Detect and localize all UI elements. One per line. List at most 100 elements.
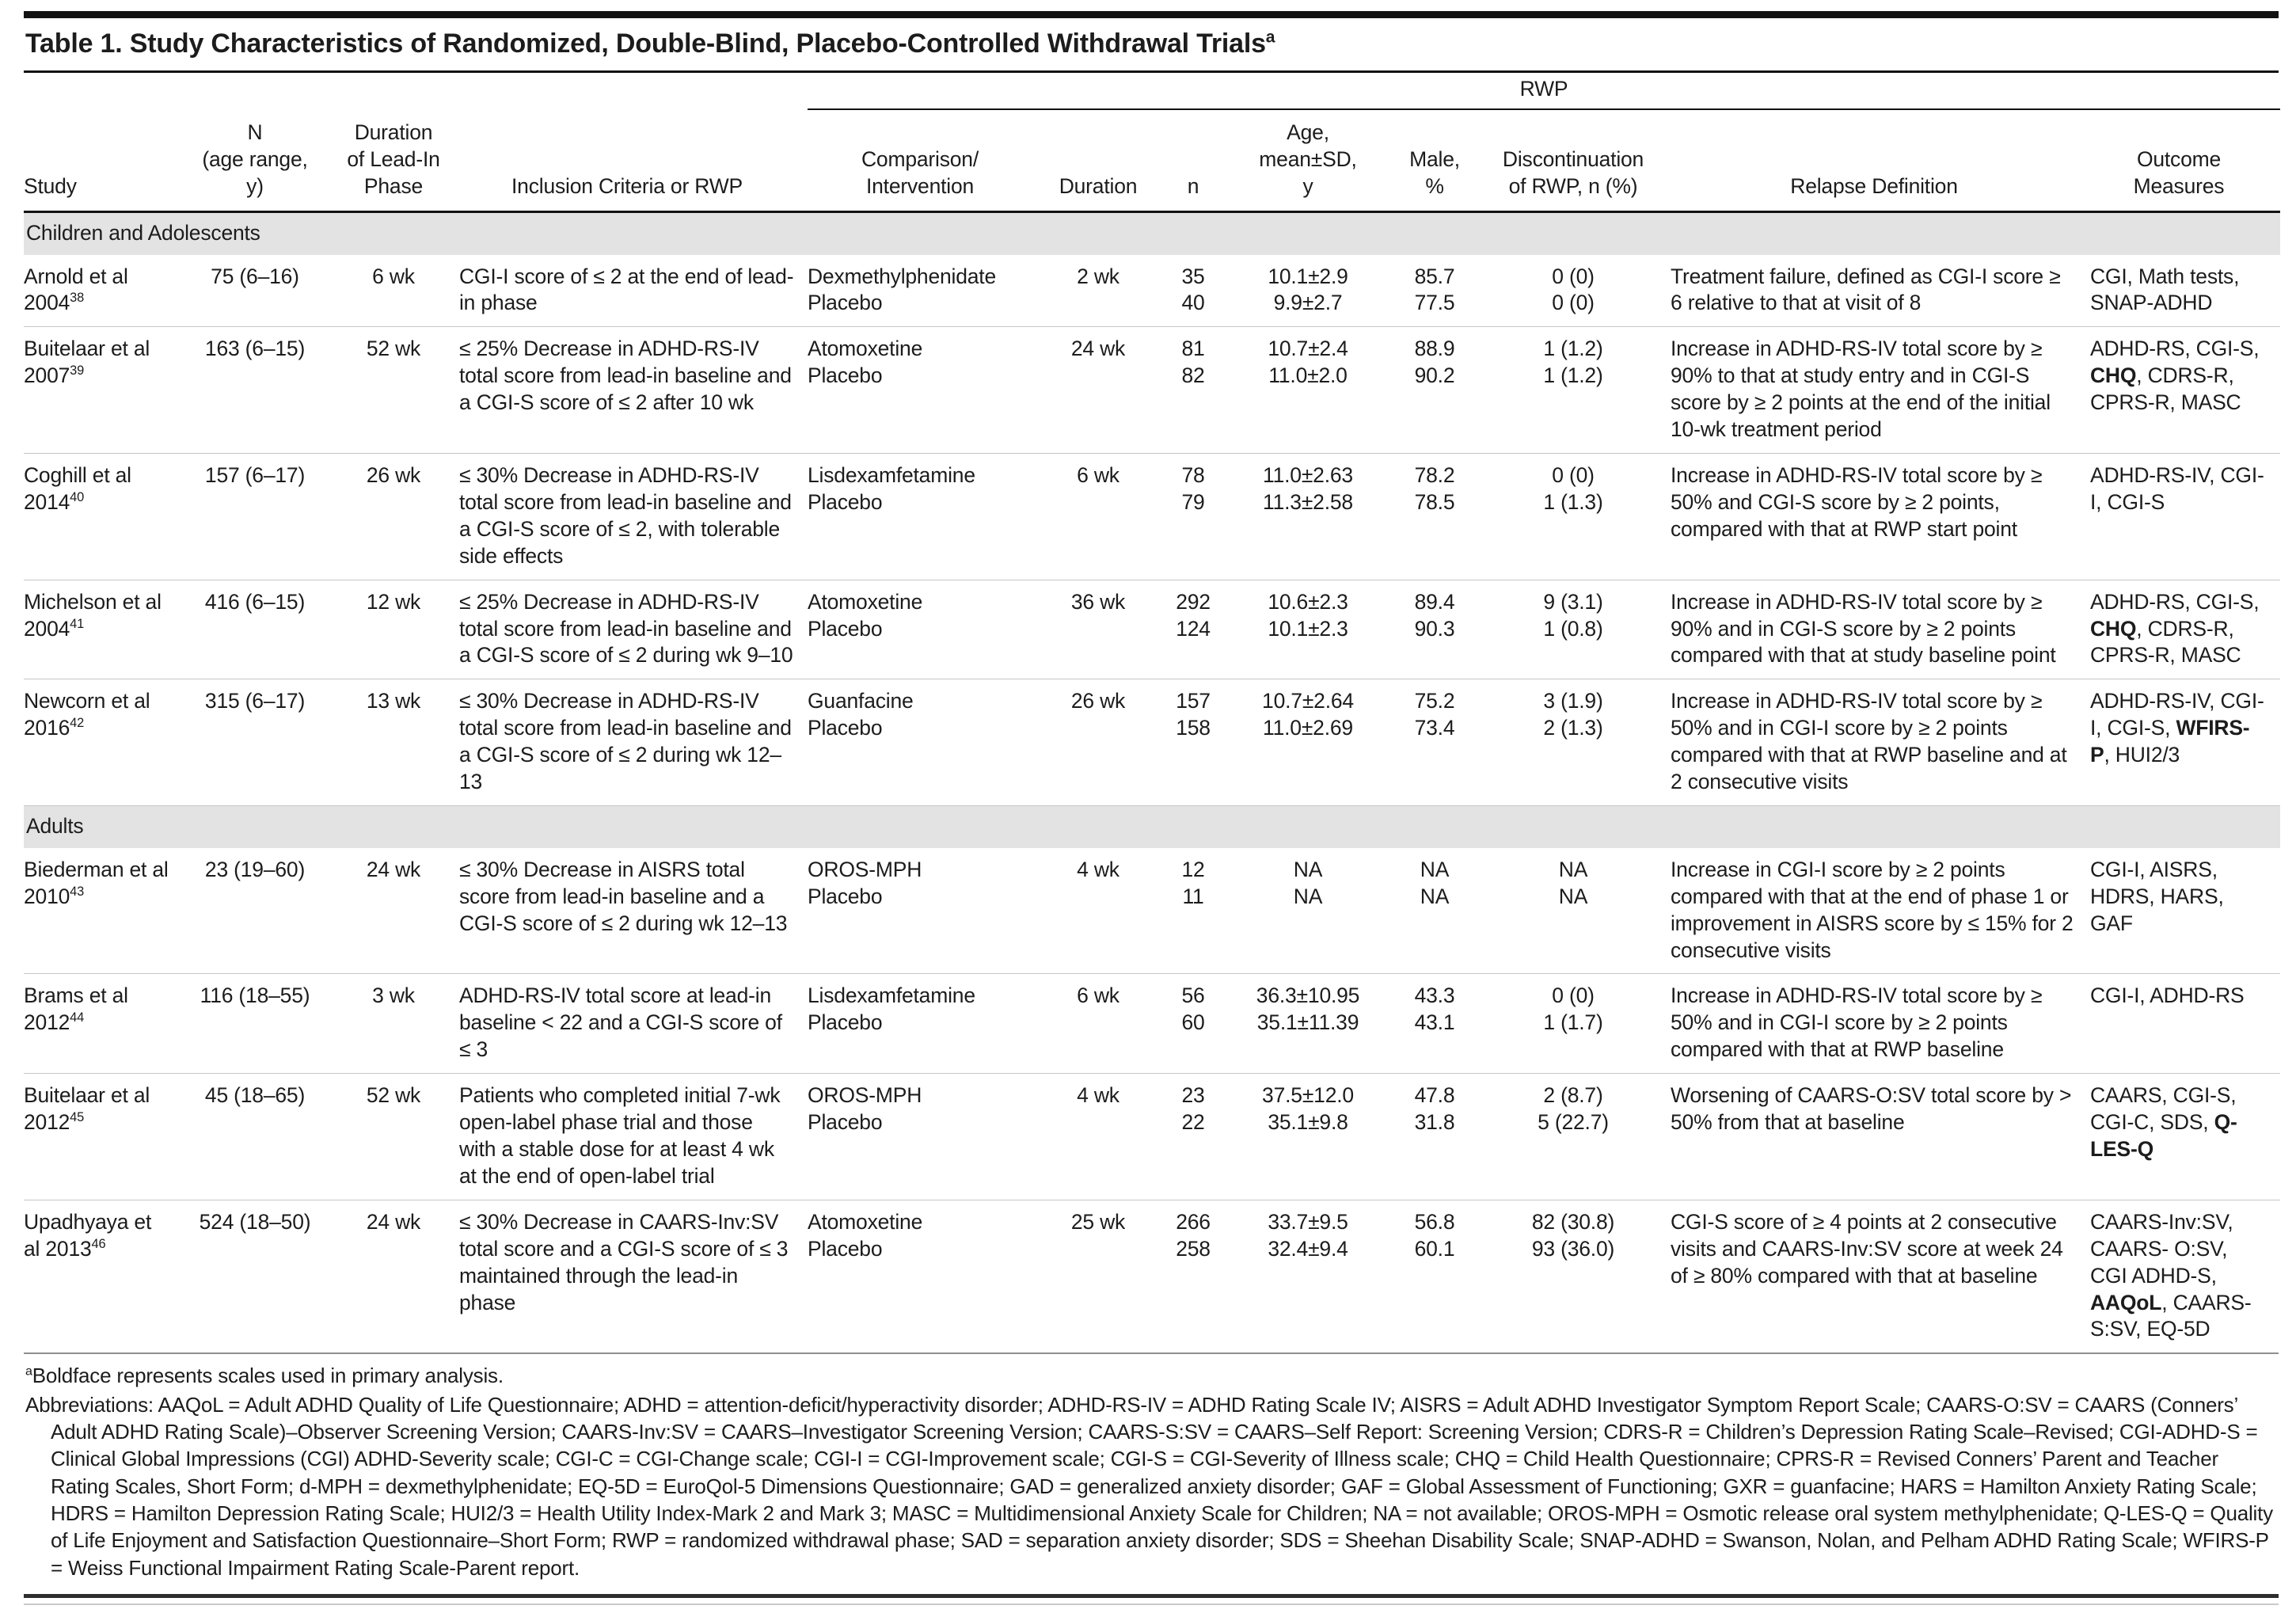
inclusion-criteria-cell: ≤ 25% Decrease in ADHD-RS-IV total score… [459,579,808,679]
study-characteristics-table: RWP Study N (age range, y) Duration of L… [24,73,2280,1353]
discontinuation-cell: 2 (8.7) 5 (22.7) [1488,1073,1671,1200]
rwp-duration-cell: 4 wk [1077,857,1119,881]
intervention-cell: OROS-MPH Placebo [808,1073,1045,1200]
n-age-cell: 157 (6–17) [182,452,340,580]
outcome-measures-cell: ADHD-RS, CGI-S, CHQ, CDRS-R, CPRS-R, MAS… [2090,579,2280,679]
n-age-cell: 116 (18–55) [182,973,340,1074]
table-row: Newcorn et al 201642 315 (6–17) 13 wk ≤ 30%… [24,679,2280,806]
relapse-definition-cell: Worsening of CAARS-O:SV total score by >… [1671,1073,2090,1200]
intervention-cell: Atomoxetine Placebo [808,1199,1045,1353]
table-row: Coghill et al 201440 157 (6–17) 26 wk ≤ 30%… [24,452,2280,580]
n-cell: 81 82 [1164,326,1235,454]
inclusion-criteria-cell: Patients who completed initial 7-wk open… [459,1073,808,1200]
intervention-cell: Atomoxetine Placebo [808,326,1045,454]
col-header-relapse: Relapse Definition [1671,108,2090,213]
n-cell: 23 22 [1164,1073,1235,1200]
male-pct-cell: 47.8 31.8 [1393,1073,1488,1200]
n-cell: 56 60 [1164,973,1235,1074]
table-row: Brams et al 201244 116 (18–55) 3 wk ADHD-RS… [24,973,2280,1074]
age-cell: 10.1±2.9 9.9±2.7 [1268,264,1348,315]
inclusion-criteria-cell: ≤ 30% Decrease in CAARS-Inv:SV total sco… [459,1199,808,1353]
col-header-age: Age, mean±SD, y [1235,108,1393,213]
col-header-discontinuation: Discontinuation of RWP, n (%) [1488,108,1671,213]
col-header-inclusion: Inclusion Criteria or RWP [459,108,808,213]
table-row: Michelson et al 200441 416 (6–15) 12 wk ≤ 2… [24,579,2280,679]
rwp-duration-cell: 6 wk [1045,973,1164,1074]
male-pct-cell: 88.9 90.2 [1393,326,1488,454]
relapse-definition-cell: Increase in ADHD-RS-IV total score by ≥ … [1671,973,2090,1074]
discontinuation-cell: 0 (0) 1 (1.7) [1488,973,1671,1074]
age-cell: 36.3±10.95 35.1±11.39 [1235,973,1393,1074]
col-header-male: Male, % [1393,108,1488,213]
section-label: Children and Adolescents [24,211,2280,255]
study-reference-number: 45 [70,1110,85,1125]
study-cell: Buitelaar et al 200739 [24,326,182,454]
n-age-cell: 23 (19–60) [204,857,306,881]
study-cell: Michelson et al 200441 [24,579,182,679]
study-cell: Biederman et al 201043 [24,857,169,908]
col-header-intervention: Comparison/ Intervention [808,108,1045,213]
intervention-cell: Dexmethylphenidate Placebo [808,264,996,315]
lead-in-phase-cell: 13 wk [340,679,459,806]
discontinuation-cell: NA NA [1558,857,1588,908]
col-header-n: n [1164,108,1235,213]
study-reference-number: 44 [70,1010,85,1025]
study-cell: Upadhyaya et al 201346 [24,1199,182,1353]
n-age-cell: 524 (18–50) [182,1199,340,1353]
lead-in-phase-cell: 24 wk [340,1199,459,1353]
male-pct-cell: 85.7 77.5 [1414,264,1455,315]
study-reference-number: 41 [70,616,85,631]
n-cell: 78 79 [1164,452,1235,580]
footnote-a-marker: a [25,1364,32,1379]
rwp-duration-cell: 4 wk [1045,1073,1164,1200]
study-reference-number: 38 [70,291,85,306]
table-body: Children and Adolescents Arnold et al 200… [24,211,2280,1353]
male-pct-cell: 43.3 43.1 [1393,973,1488,1074]
col-header-duration: Duration [1045,108,1164,213]
n-cell: 35 40 [1181,264,1205,315]
intervention-cell: Lisdexamfetamine Placebo [808,452,1045,580]
age-cell: 10.7±2.4 11.0±2.0 [1235,326,1393,454]
age-cell: 10.7±2.64 11.0±2.69 [1235,679,1393,806]
inclusion-criteria-cell: ≤ 30% Decrease in AISRS total score from… [459,857,788,935]
rwp-duration-cell: 25 wk [1045,1199,1164,1353]
n-age-cell: 315 (6–17) [182,679,340,806]
inclusion-criteria-cell: ≤ 25% Decrease in ADHD-RS-IV total score… [459,326,808,454]
relapse-definition-cell: Increase in ADHD-RS-IV total score by ≥ … [1671,579,2090,679]
lead-in-phase-cell: 52 wk [340,1073,459,1200]
lead-in-phase-cell: 24 wk [366,857,421,881]
outcome-measures-cell: ADHD-RS-IV, CGI-I, CGI-S, WFIRS-P, HUI2/… [2090,679,2280,806]
footnotes: aBoldface represents scales used in prim… [24,1352,2279,1594]
outcome-measures-cell: CAARS, CGI-S, CGI-C, SDS, Q-LES-Q [2090,1073,2280,1200]
abbreviations-note: Abbreviations: AAQoL = Adult ADHD Qualit… [25,1392,2273,1580]
lead-in-phase-cell: 26 wk [340,452,459,580]
study-reference-number: 40 [70,490,85,505]
rwp-duration-cell: 26 wk [1045,679,1164,806]
inclusion-criteria-cell: ADHD-RS-IV total score at lead-in baseli… [459,973,808,1074]
table-title-footnote-marker: a [1265,28,1275,47]
discontinuation-cell: 82 (30.8) 93 (36.0) [1488,1199,1671,1353]
spanner-spacer [24,73,808,109]
relapse-definition-cell: Increase in ADHD-RS-IV total score by ≥ … [1671,679,2090,806]
footnote-a: aBoldface represents scales used in prim… [25,1362,2277,1389]
discontinuation-cell: 0 (0) 1 (1.3) [1488,452,1671,580]
footnote-a-text: Boldface represents scales used in prima… [32,1364,504,1388]
n-cell: 157 158 [1164,679,1235,806]
col-header-study: Study [24,108,182,213]
age-cell: 10.6±2.3 10.1±2.3 [1235,579,1393,679]
n-age-cell: 416 (6–15) [182,579,340,679]
outcome-measures-cell: CAARS-Inv:SV, CAARS- O:SV, CGI ADHD-S, A… [2090,1199,2280,1353]
rwp-duration-cell: 2 wk [1077,264,1119,288]
age-cell: 37.5±12.0 35.1±9.8 [1235,1073,1393,1200]
section-row: Adults [24,805,2280,848]
n-cell: 12 11 [1181,857,1205,908]
study-cell: Arnold et al 200438 [24,264,128,315]
n-age-cell: 45 (18–65) [182,1073,340,1200]
table-row: Biederman et al 201043 23 (19–60) 24 wk ≤ 3… [24,848,2280,974]
study-cell: Brams et al 201244 [24,973,182,1074]
outcome-measures-cell: CGI-I, ADHD-RS [2090,973,2280,1074]
rwp-duration-cell: 6 wk [1045,452,1164,580]
discontinuation-cell: 1 (1.2) 1 (1.2) [1488,326,1671,454]
relapse-definition-cell: CGI-S score of ≥ 4 points at 2 consecuti… [1671,1199,2090,1353]
n-age-cell: 163 (6–15) [182,326,340,454]
